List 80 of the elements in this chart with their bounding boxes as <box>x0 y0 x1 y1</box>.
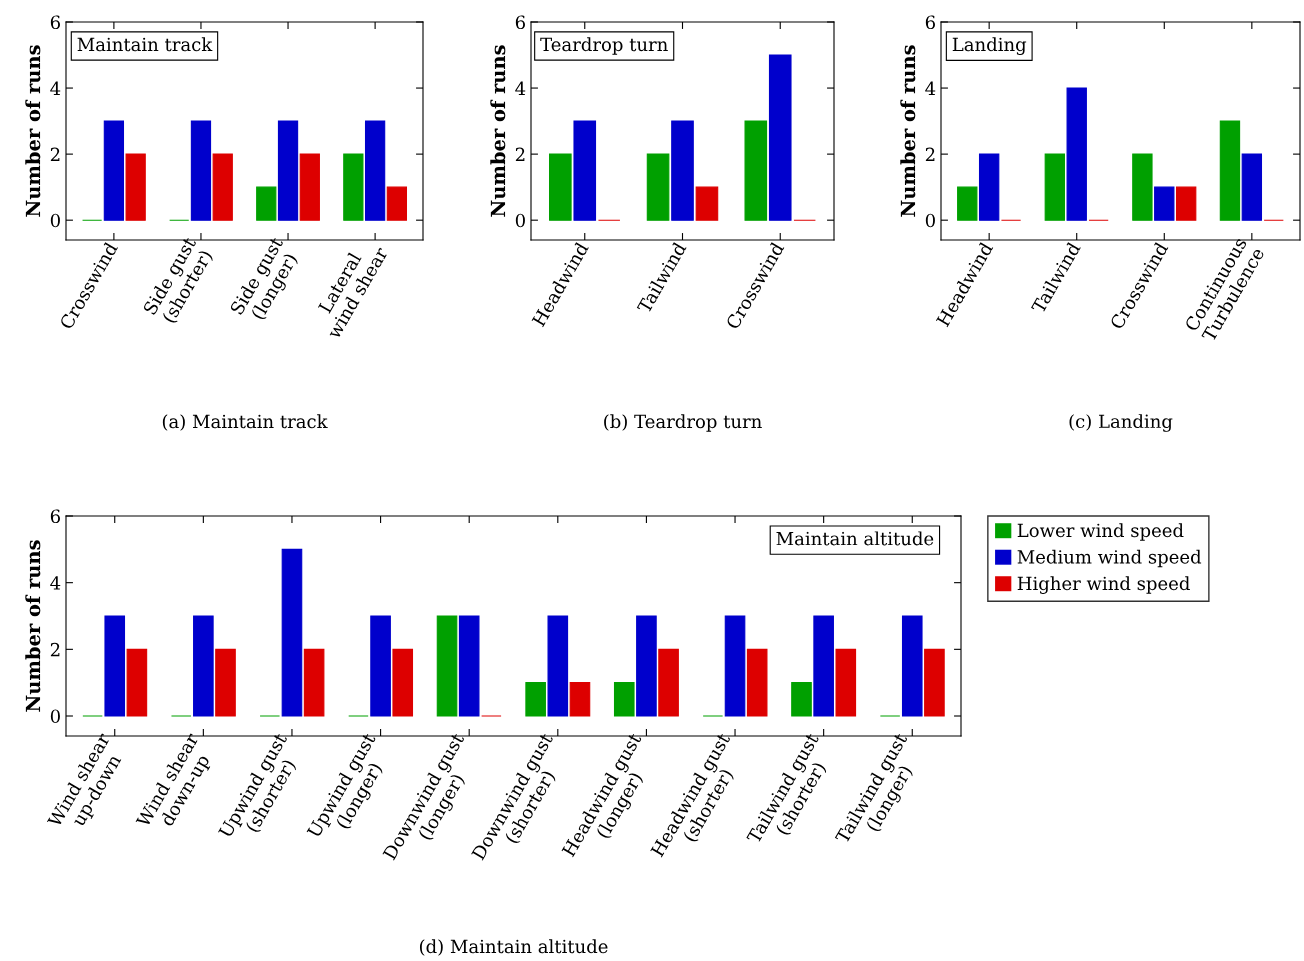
bar <box>1219 120 1241 221</box>
bar <box>1154 186 1175 221</box>
y-tick-label: 0 <box>50 213 60 228</box>
bar <box>768 54 792 221</box>
bar <box>646 153 670 221</box>
bar <box>190 120 212 221</box>
text: (c) Landing <box>1069 414 1173 432</box>
bar <box>901 615 923 717</box>
bar <box>746 648 768 717</box>
bar <box>126 648 148 717</box>
annotation: Maintain track <box>77 37 213 52</box>
y-tick-label: 6 <box>925 15 935 30</box>
bar <box>547 615 569 717</box>
bar <box>104 615 126 717</box>
legend-label: Medium wind speed <box>1017 549 1202 568</box>
bar <box>1132 153 1153 221</box>
bar <box>1241 153 1263 221</box>
y-tick-label: 4 <box>50 81 61 95</box>
bar <box>658 648 679 717</box>
y-tick-label: 2 <box>50 642 60 657</box>
bar <box>613 682 635 717</box>
y-axis-title: Number of runs <box>490 45 506 217</box>
bar <box>791 682 812 717</box>
legend-label: Higher wind speed <box>1017 576 1190 594</box>
text: (a) Maintain track <box>162 414 328 431</box>
bar <box>212 153 233 221</box>
bar <box>957 186 978 221</box>
bar <box>525 682 546 717</box>
bar <box>256 186 277 221</box>
y-tick-label: 6 <box>50 509 60 524</box>
bar <box>978 153 1000 221</box>
annotation: Landing <box>952 37 1027 55</box>
bar <box>573 120 597 221</box>
bar <box>303 648 325 717</box>
y-tick-label: 2 <box>925 147 935 161</box>
y-tick-label: 0 <box>925 213 935 228</box>
bar <box>671 120 694 221</box>
text: (b) Teardrop turn <box>604 414 762 432</box>
bar <box>744 120 768 221</box>
text: (d) Maintain altitude <box>419 939 608 956</box>
y-tick-label: 0 <box>50 709 60 724</box>
bar <box>1044 153 1066 221</box>
bar <box>103 120 125 221</box>
annotation: Maintain altitude <box>776 531 934 546</box>
bar <box>636 615 657 717</box>
bar <box>924 648 945 717</box>
y-tick-label: 2 <box>515 147 525 161</box>
y-axis-title: Number of runs <box>900 45 916 217</box>
y-tick-label: 4 <box>515 81 526 95</box>
bar <box>277 120 299 221</box>
y-tick-label: 4 <box>925 81 936 95</box>
y-tick-label: 6 <box>515 15 525 30</box>
bar <box>835 648 857 717</box>
y-tick-label: 0 <box>515 213 525 228</box>
y-tick-label: 2 <box>50 147 60 161</box>
bar <box>386 186 408 221</box>
y-axis-title: Number of runs <box>25 540 41 712</box>
bar <box>193 615 214 717</box>
bar <box>281 548 303 717</box>
bar <box>215 648 236 717</box>
annotation: Teardrop turn <box>540 37 668 55</box>
bar <box>370 615 391 717</box>
bar <box>299 153 320 221</box>
bar <box>458 615 480 717</box>
bar <box>436 615 458 717</box>
legend-label: Lower wind speed <box>1017 523 1184 541</box>
bar <box>569 682 591 717</box>
y-tick-label: 6 <box>50 15 60 30</box>
bar <box>392 648 414 717</box>
bar <box>364 120 386 221</box>
y-axis-title: Number of runs <box>25 45 41 217</box>
bar <box>813 615 834 717</box>
bar <box>1175 186 1197 221</box>
y-tick-label: 4 <box>50 576 61 590</box>
bar <box>695 186 719 221</box>
bar <box>549 153 572 221</box>
bar <box>1066 87 1087 221</box>
bar <box>125 153 146 221</box>
bar <box>724 615 746 717</box>
bar <box>343 153 364 221</box>
